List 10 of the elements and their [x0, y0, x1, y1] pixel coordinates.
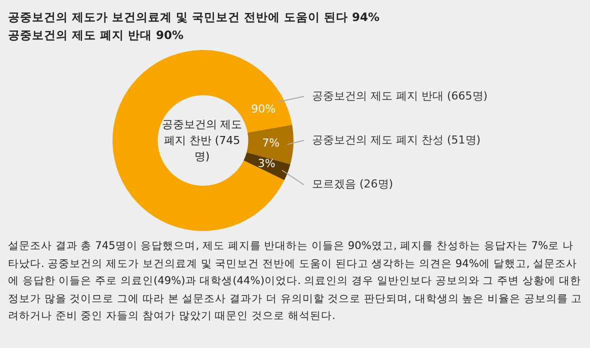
slice-label: 공중보건의 제도 폐지 찬성 (51명) — [312, 133, 481, 146]
data-label: 90% — [251, 102, 276, 116]
slice-label: 공중보건의 제도 폐지 반대 (665명) — [312, 89, 488, 102]
data-label: 7% — [262, 136, 280, 150]
chart-title: 공중보건의 제도가 보건의료계 및 국민보건 전반에 도움이 된다 94% — [8, 9, 380, 26]
chart-subtitle: 공중보건의 제도 폐지 반대 90% — [8, 27, 185, 44]
text: 설문조사 결과 총 745명이 응답했으며, 제도 폐지를 반대하는 이들은 90%였고, 폐지를 찬성하는 응답자는 7%로 나타났다. 공중보건의 제도가 보건의료계 및 국민보건 전반에 도움이 된다고 생각하는 의견은 94%에 달했고, 설문조사에 응답한 이들은 주로 의료인(49%)과 대학생(44%)이었다. 의료인의 경우 일반인보다 공보의와 그 주변 상황에 대한 정보가 많을 것이므로 그에 따라 본 설문조사 결과가 더 유의미할 것으로 판단되며, 대학생의 높은 비율은 공보의를 고려하거나 준비 중인 자들의 참여가 많았기 때문인 것으로 해석된다. — [8, 239, 584, 324]
slice-label: 모르겠음 (26명) — [312, 177, 394, 190]
data-label: 3% — [258, 157, 276, 170]
text: 공중보건의 제도 폐지 찬반 (745명) — [160, 117, 244, 165]
